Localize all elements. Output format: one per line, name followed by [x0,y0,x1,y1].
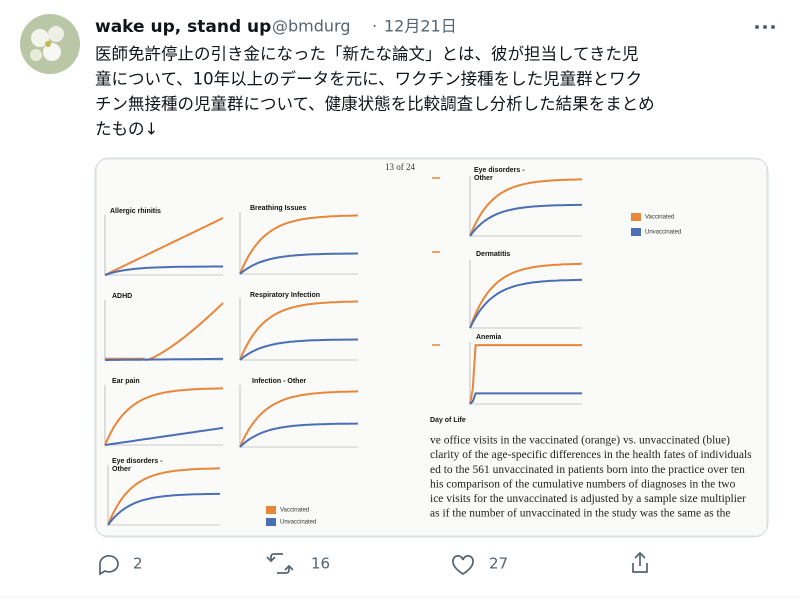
curve [239,252,358,275]
tweet-text-line: たもの↓ [95,120,158,139]
panel-title-part: Eye disorders - [474,167,525,174]
curve [107,467,220,526]
tweet-text-line: 童について、10年以上のデータを元に、ワクチン接種をした児童群とワク [95,69,642,89]
panel-title: Infection - Other [252,378,306,385]
reply-icon[interactable] [99,554,119,576]
curve [239,390,359,448]
curve [239,338,358,361]
panel-title: Allergic rhinitis [110,208,161,215]
legend-swatch [266,518,276,526]
page-label: 13 of 24 [385,162,415,172]
curve [105,357,223,361]
curve [107,492,220,526]
curve [469,392,582,405]
legend-swatch [266,506,276,514]
retweet-icon[interactable] [266,553,294,574]
caption-line: ice visits for the unvaccinated is adjus… [430,493,746,505]
curve [469,278,582,329]
curve [239,214,358,275]
panel-title: Respiratory Infection [250,292,320,299]
legend-swatch [631,228,641,236]
panel-title-part: Other [474,175,493,182]
legend-swatch [631,213,641,221]
curve [104,387,223,446]
tweet-date[interactable]: 12月21日 [384,17,457,36]
share-icon[interactable] [632,551,648,573]
tweet-text-line: チン無接種の児童群について、健康状態を比較調査し分析した結果をまとめ [95,95,655,114]
legend-label: Unvaccinated [280,520,316,526]
author-name[interactable]: wake up, stand up [95,17,271,37]
curve [239,422,358,448]
more-icon[interactable] [755,25,775,29]
curve [469,178,582,237]
panel-title-part: Eye disorders - [112,458,163,465]
legend-label: Vaccinated [280,508,309,514]
legend-label: Unvaccinated [645,230,681,236]
panel-title: Dermatitis [476,251,510,258]
curve [469,262,583,329]
panel-title: Eye disorders -Other [474,167,525,182]
curve [239,300,358,361]
panel-title: Ear pain [112,378,140,385]
legend-label: Vaccinated [645,215,674,221]
caption-line: ve office visits in the vaccinated (oran… [430,435,730,447]
caption-line: ed to the 561 unvaccinated in patients b… [430,464,745,476]
panel-title: Breathing Issues [250,205,307,212]
author-handle[interactable]: @bmdurg [272,17,351,36]
caption-line: clarity of the age-specific differences … [430,449,752,461]
caption-line: as if the number of unvaccinated in the … [430,508,731,520]
curve [104,426,224,446]
like-count: 27 [489,555,508,573]
tweet-image[interactable]: Allergic rhinitis Breathing Issues ADHD Res… [95,158,768,537]
curve [469,344,582,405]
panel-title: ADHD [112,293,132,300]
reply-count: 2 [133,555,143,573]
curve [104,217,224,276]
avatar[interactable] [20,14,80,74]
curve [104,265,223,276]
panel-title: Eye disorders -Other [112,458,163,473]
panel-title: Anemia [476,334,501,341]
like-icon[interactable] [452,555,474,575]
image-border [94,157,769,538]
separator: · [372,17,377,36]
caption-line: his comparison of the cumulative numbers… [430,478,736,490]
retweet-count: 16 [311,555,330,573]
x-axis-label: Day of Life [430,417,466,424]
panel-title-part: Other [112,466,131,473]
tweet-text-line: 医師免許停止の引き金になった「新たな論文」とは、彼が担当してきた児 [95,45,639,64]
curve [469,203,582,237]
